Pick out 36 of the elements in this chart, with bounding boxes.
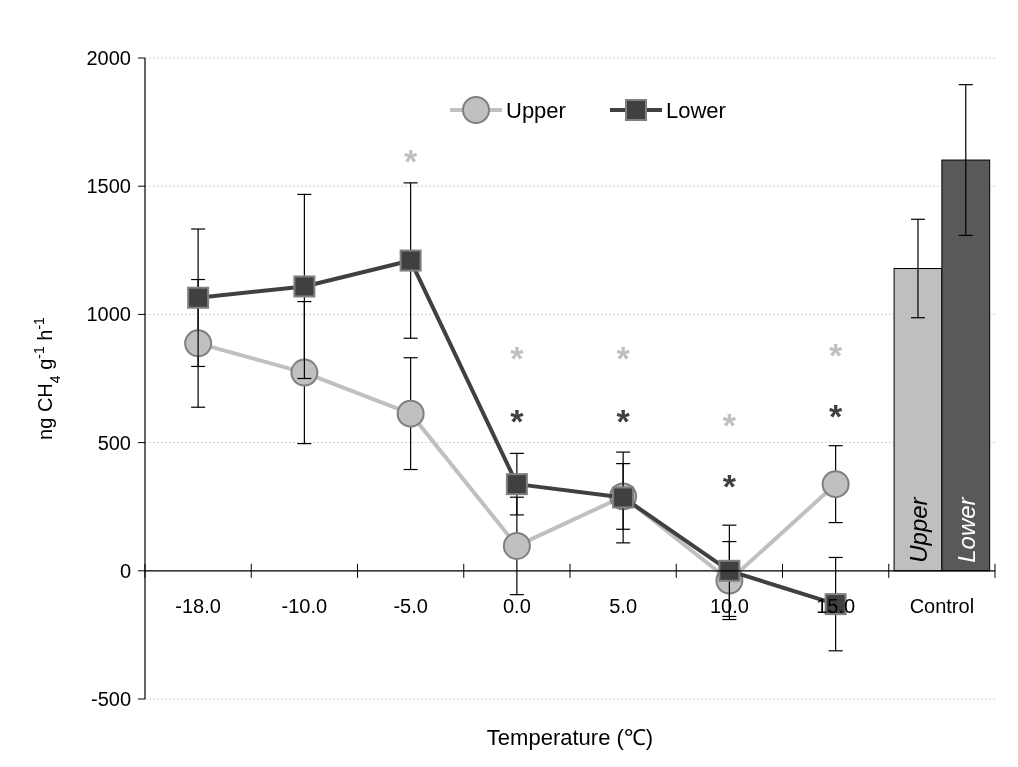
point [505, 473, 528, 496]
annotation: * [616, 339, 631, 378]
annotation: * [510, 402, 525, 441]
annotation: * [616, 402, 631, 441]
point [290, 358, 319, 387]
point [399, 249, 422, 272]
y-tick-label: 500 [97, 431, 131, 454]
x-axis-title: Temperature (℃) [486, 725, 654, 750]
point [293, 275, 316, 298]
x-tick-label: -18.0 [175, 594, 221, 617]
point [187, 286, 210, 309]
x-tick-label: 5.0 [609, 594, 638, 617]
point [502, 531, 531, 560]
y-tick-label: 1000 [86, 303, 131, 326]
legend-label: Upper [506, 97, 566, 123]
annotation: * [829, 397, 844, 436]
y-tick-label: 2000 [86, 47, 131, 69]
y-tick-label: -500 [90, 688, 131, 710]
legend-label: Lower [666, 97, 726, 123]
annotation: * [829, 336, 844, 375]
x-tick-label: 0.0 [502, 594, 531, 617]
x-tick-label: -5.0 [393, 594, 428, 617]
y-tick-label: 1500 [86, 175, 131, 198]
x-tick-label: Control [909, 594, 975, 617]
point [821, 470, 850, 499]
annotation: * [722, 467, 737, 506]
series-label: Upper [904, 496, 932, 563]
annotation: * [510, 339, 525, 378]
y-tick-label: 0 [119, 559, 131, 582]
annotation: * [722, 406, 737, 445]
point [396, 399, 425, 428]
point [184, 329, 213, 358]
annotation: * [404, 142, 419, 181]
x-tick-label: -10.0 [281, 594, 328, 617]
series-label: Lower [952, 496, 980, 563]
point [718, 559, 741, 582]
